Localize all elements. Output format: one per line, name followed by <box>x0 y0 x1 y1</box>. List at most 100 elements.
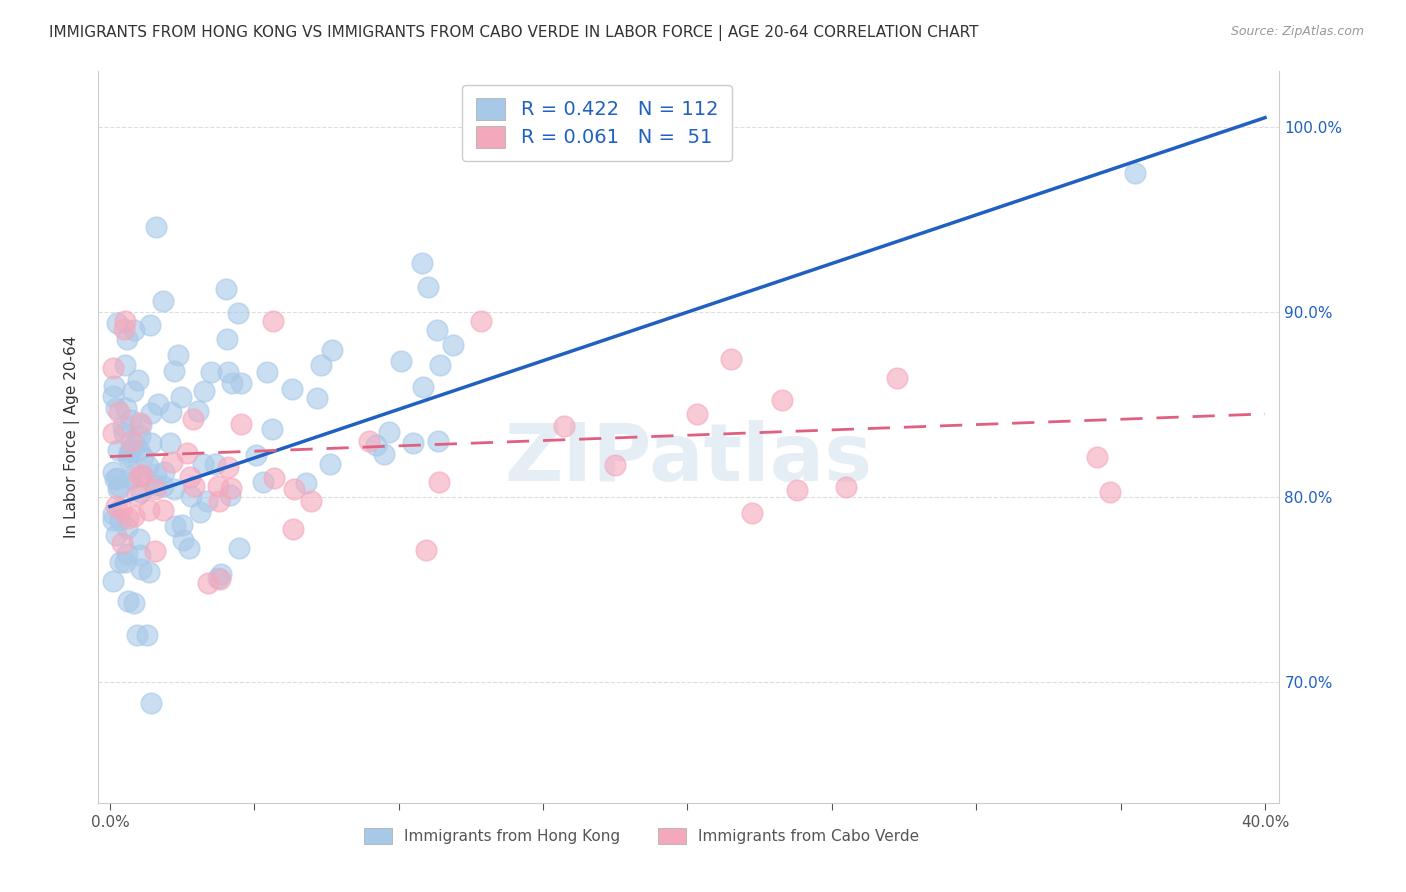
Point <box>197 576 219 591</box>
Point <box>128 443 150 458</box>
Point <box>120 413 142 427</box>
Point <box>200 365 222 379</box>
Point <box>114 359 136 373</box>
Point <box>209 566 232 581</box>
Point <box>139 435 162 450</box>
Point <box>136 458 159 473</box>
Point <box>1098 485 1121 500</box>
Point <box>145 477 167 491</box>
Text: ZIPatlas: ZIPatlas <box>505 420 873 498</box>
Point <box>318 458 340 472</box>
Point <box>389 354 412 368</box>
Point <box>217 365 239 379</box>
Point <box>101 508 124 522</box>
Point <box>207 479 229 493</box>
Point <box>138 503 160 517</box>
Point <box>176 446 198 460</box>
Point <box>364 438 387 452</box>
Point <box>215 282 238 296</box>
Point <box>411 255 433 269</box>
Point <box>720 352 742 367</box>
Point <box>104 528 127 542</box>
Y-axis label: In Labor Force | Age 20-64: In Labor Force | Age 20-64 <box>63 336 80 538</box>
Point <box>131 450 153 465</box>
Point <box>104 472 127 486</box>
Point <box>143 543 166 558</box>
Point <box>252 475 274 489</box>
Point <box>125 628 148 642</box>
Point <box>128 429 150 443</box>
Point <box>163 482 186 496</box>
Point <box>160 455 183 469</box>
Point <box>209 572 232 586</box>
Point <box>131 467 153 482</box>
Point <box>103 513 125 527</box>
Point <box>125 488 148 502</box>
Point <box>180 489 202 503</box>
Point <box>112 426 135 441</box>
Point <box>108 513 131 527</box>
Point <box>219 481 242 495</box>
Text: Source: ZipAtlas.com: Source: ZipAtlas.com <box>1230 25 1364 38</box>
Point <box>101 574 124 588</box>
Point <box>165 519 187 533</box>
Point <box>179 541 201 556</box>
Point <box>429 358 451 372</box>
Point <box>170 390 193 404</box>
Point <box>228 541 250 555</box>
Point <box>118 445 141 459</box>
Point <box>231 417 253 431</box>
Point <box>179 470 201 484</box>
Point <box>139 406 162 420</box>
Point <box>129 548 152 562</box>
Point <box>129 561 152 575</box>
Point <box>262 314 284 328</box>
Point <box>139 318 162 333</box>
Point <box>118 469 141 483</box>
Point <box>193 384 215 398</box>
Point <box>129 485 152 500</box>
Point <box>204 457 226 471</box>
Point <box>101 465 124 479</box>
Point <box>107 316 129 330</box>
Point <box>283 482 305 496</box>
Point <box>295 475 318 490</box>
Point <box>128 469 150 483</box>
Point <box>159 405 181 419</box>
Point <box>167 348 190 362</box>
Point <box>103 379 125 393</box>
Point <box>229 376 252 391</box>
Point <box>117 450 139 464</box>
Point <box>115 521 138 535</box>
Point <box>138 565 160 579</box>
Point <box>143 482 166 496</box>
Point <box>122 596 145 610</box>
Point <box>172 517 194 532</box>
Point <box>1085 450 1108 465</box>
Point <box>120 434 142 449</box>
Point <box>603 458 626 472</box>
Point <box>770 392 793 407</box>
Point <box>101 389 124 403</box>
Point <box>110 501 132 516</box>
Point <box>152 466 174 480</box>
Point <box>191 457 214 471</box>
Point <box>132 468 155 483</box>
Point <box>121 384 143 399</box>
Point <box>217 459 239 474</box>
Point <box>115 332 138 346</box>
Point <box>131 417 153 432</box>
Point <box>195 494 218 508</box>
Legend: Immigrants from Hong Kong, Immigrants from Cabo Verde: Immigrants from Hong Kong, Immigrants fr… <box>359 822 925 850</box>
Point <box>104 499 127 513</box>
Point <box>309 358 332 372</box>
Point <box>181 411 204 425</box>
Point <box>152 294 174 309</box>
Point <box>114 401 136 415</box>
Point <box>117 593 139 607</box>
Point <box>124 436 146 450</box>
Point <box>307 392 329 406</box>
Point <box>122 509 145 524</box>
Point <box>427 475 450 489</box>
Point <box>441 338 464 352</box>
